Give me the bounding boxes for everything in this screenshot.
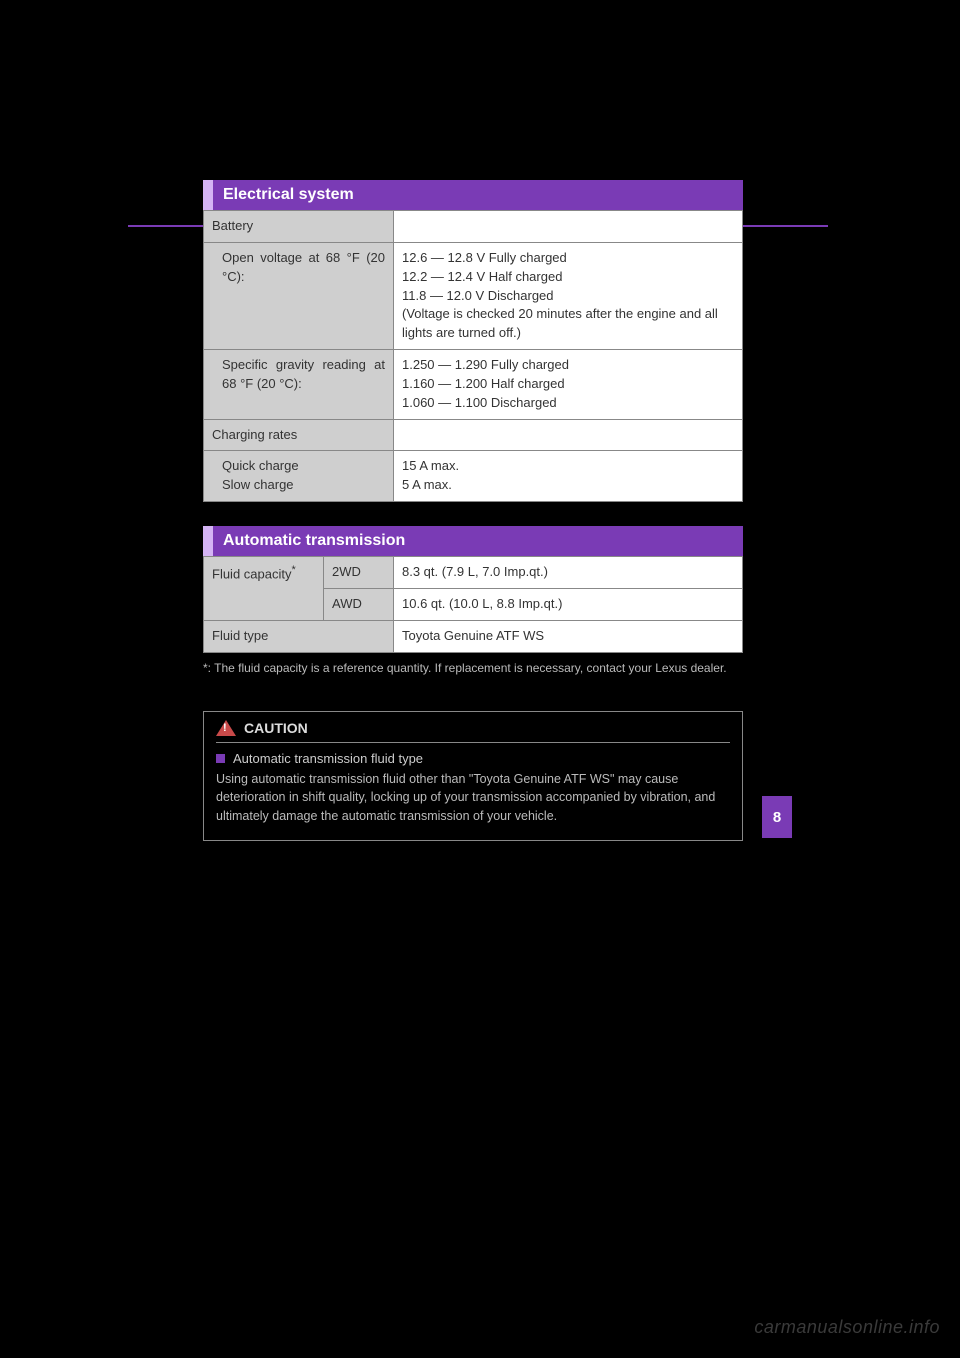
- electrical-table: Battery Open voltage at 68 °F (20 °C): 1…: [203, 210, 743, 502]
- twowd-value: 8.3 qt. (7.9 L, 7.0 Imp.qt.): [394, 557, 743, 589]
- open-voltage-label: Open voltage at 68 °F (20 °C):: [204, 242, 394, 349]
- awd-value: 10.6 qt. (10.0 L, 8.8 Imp.qt.): [394, 588, 743, 620]
- transmission-table: Fluid capacity* 2WD 8.3 qt. (7.9 L, 7.0 …: [203, 556, 743, 653]
- fluid-capacity-text: Fluid capacity: [212, 566, 291, 581]
- caution-bullet-icon: [216, 754, 225, 763]
- quick-charge-label: Quick charge: [222, 457, 385, 476]
- twowd-label: 2WD: [324, 557, 394, 589]
- section-title-transmission: Automatic transmission: [203, 526, 743, 556]
- charging-heading: Charging rates: [204, 419, 394, 451]
- caution-body: Using automatic transmission fluid other…: [216, 770, 730, 826]
- watermark: carmanualsonline.info: [754, 1317, 940, 1338]
- section-title-electrical: Electrical system: [203, 180, 743, 210]
- awd-label: AWD: [324, 588, 394, 620]
- slow-charge-label: Slow charge: [222, 476, 385, 495]
- sg-value: 1.250 — 1.290 Fully charged 1.160 — 1.20…: [394, 350, 743, 420]
- warning-icon: [216, 720, 236, 736]
- open-voltage-value: 12.6 — 12.8 V Fully charged 12.2 — 12.4 …: [394, 242, 743, 349]
- fluid-capacity-star: *: [291, 564, 295, 576]
- battery-heading-blank: [394, 211, 743, 243]
- page-content: Electrical system Battery Open voltage a…: [203, 180, 743, 841]
- charge-sub-labels: Quick charge Slow charge: [204, 451, 394, 502]
- charge-values: 15 A max. 5 A max.: [394, 451, 743, 502]
- fluid-capacity-label: Fluid capacity*: [204, 557, 324, 621]
- fluid-type-value: Toyota Genuine ATF WS: [394, 620, 743, 652]
- caution-title: CAUTION: [244, 720, 308, 736]
- caution-item-title-row: Automatic transmission fluid type: [216, 751, 730, 766]
- side-tab: 8: [762, 796, 792, 838]
- transmission-footnote: *: The fluid capacity is a reference qua…: [203, 659, 743, 677]
- battery-heading: Battery: [204, 211, 394, 243]
- caution-header: CAUTION: [216, 720, 730, 743]
- fluid-type-label: Fluid type: [204, 620, 394, 652]
- sg-label: Specific gravity reading at 68 °F (20 °C…: [204, 350, 394, 420]
- caution-item-title: Automatic transmission fluid type: [233, 751, 423, 766]
- slow-charge-value: 5 A max.: [402, 476, 734, 495]
- caution-box: CAUTION Automatic transmission fluid typ…: [203, 711, 743, 841]
- quick-charge-value: 15 A max.: [402, 457, 734, 476]
- charging-heading-blank: [394, 419, 743, 451]
